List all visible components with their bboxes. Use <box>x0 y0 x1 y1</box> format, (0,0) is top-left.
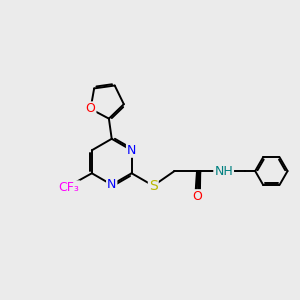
Text: N: N <box>107 178 116 191</box>
Text: S: S <box>149 179 158 193</box>
Text: NH: NH <box>214 165 233 178</box>
Text: O: O <box>192 190 202 203</box>
Text: CF₃: CF₃ <box>58 181 80 194</box>
Text: O: O <box>85 102 95 116</box>
Text: N: N <box>127 144 136 157</box>
